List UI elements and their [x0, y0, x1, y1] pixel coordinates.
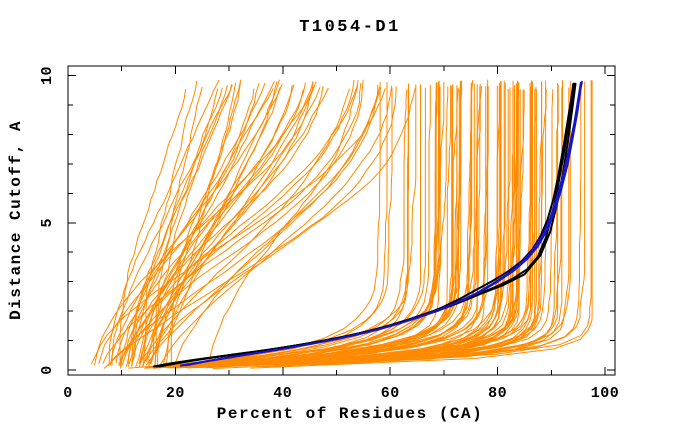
- gdt-curve-model-black-2: [155, 82, 576, 368]
- x-tick-label: 20: [166, 385, 185, 402]
- tick-labels-group: 0 20 40 60 80 100 0 5 10: [39, 66, 619, 402]
- gdt-curve-orange: [389, 80, 563, 362]
- gdt-curve-orange: [141, 87, 416, 368]
- gdt-curve-orange: [115, 82, 306, 364]
- gdt-curve-orange: [319, 81, 543, 364]
- x-tick-label: 100: [591, 385, 620, 402]
- gdt-curve-orange: [247, 89, 460, 364]
- gdt-curve-orange: [138, 88, 350, 367]
- chart-title: T1054-D1: [299, 18, 401, 37]
- x-axis-label: Percent of Residues (CA): [217, 405, 483, 423]
- gdt-curve-orange: [205, 81, 533, 369]
- gdt-curve-model-blue-2: [185, 81, 583, 367]
- gdt-curve-orange: [238, 84, 478, 363]
- x-tick-label: 40: [273, 385, 292, 402]
- gdt-curve-orange: [236, 80, 462, 364]
- gdt-curve-orange: [174, 86, 489, 369]
- y-tick-label: 0: [39, 365, 56, 375]
- gdt-curve-orange: [139, 81, 314, 364]
- gdt-curve-orange: [122, 79, 355, 366]
- y-tick-label: 10: [39, 66, 56, 85]
- gdt-curve-orange: [91, 88, 386, 365]
- y-axis-label: Distance Cutoff, A: [7, 120, 25, 320]
- gdt-curve-orange: [150, 87, 393, 368]
- gdt-curve-orange: [309, 81, 586, 365]
- x-tick-label: 80: [488, 385, 507, 402]
- gdt-curve-orange: [102, 82, 362, 364]
- gdt-curve-orange: [118, 79, 364, 365]
- gdt-curve-orange: [350, 84, 559, 364]
- gdt-curve-orange: [142, 80, 198, 367]
- gdt-curve-orange: [153, 85, 452, 369]
- gdt-curve-orange: [108, 80, 220, 366]
- gdt-curve-orange: [119, 84, 359, 367]
- gdt-curve-orange: [128, 80, 440, 369]
- gdt-curve-orange: [143, 81, 317, 364]
- gdt-curve-orange: [266, 80, 502, 366]
- gdt-curve-orange: [198, 83, 475, 367]
- gdt-curve-orange: [260, 89, 521, 366]
- gdt-curve-orange: [274, 88, 533, 367]
- ensemble-curves-group: [91, 79, 593, 369]
- gdt-curve-orange: [207, 82, 437, 365]
- gdt-curve-orange: [166, 79, 242, 364]
- gdt-curve-orange: [154, 84, 283, 366]
- y-tick-label: 5: [39, 218, 56, 228]
- highlight-curves-group: [152, 81, 583, 368]
- gdt-curve-orange: [128, 82, 266, 365]
- gdt-curve-orange: [185, 84, 488, 368]
- gdt-curve-orange: [176, 81, 381, 367]
- gdt-curve-orange: [245, 81, 462, 363]
- plot-frame: [67, 65, 616, 376]
- gdt-curve-orange: [255, 86, 449, 363]
- gdt-curve-orange: [111, 84, 233, 366]
- gdt-curve-orange: [336, 81, 520, 364]
- gdt-curve-orange: [162, 81, 278, 368]
- gdt-curve-orange: [215, 83, 409, 366]
- gdt-curve-orange: [204, 79, 489, 367]
- gdt-curve-orange: [195, 89, 408, 364]
- gdt-curve-orange: [208, 80, 359, 365]
- gdt-curve-orange: [150, 85, 228, 364]
- gdt-curve-orange: [145, 84, 379, 366]
- gdt-curve-orange: [120, 86, 324, 368]
- gdt-curve-orange: [252, 80, 518, 367]
- gdt-curve-orange: [212, 87, 563, 369]
- axes-group: [67, 65, 616, 376]
- gdt-curve-orange: [250, 80, 593, 369]
- x-tick-label: 0: [63, 385, 73, 402]
- x-tick-label: 60: [381, 385, 400, 402]
- gdt-curve-orange: [110, 87, 281, 366]
- gdt-curve-orange: [208, 81, 388, 365]
- gdt-curve-orange: [159, 85, 393, 366]
- gdt-curve-orange: [119, 88, 187, 366]
- gdt-curve-orange: [215, 87, 511, 367]
- gdt-curve-orange: [227, 86, 487, 367]
- gdt-curve-orange: [94, 87, 321, 366]
- gdt-curve-orange: [138, 84, 295, 365]
- gdt-curve-orange: [144, 84, 431, 369]
- gdt-curve-orange: [146, 88, 329, 363]
- gdt-curve-orange: [240, 81, 473, 365]
- gdt-curve-orange: [236, 86, 532, 367]
- gdt-curve-orange: [139, 84, 293, 364]
- gdt-curve-orange: [131, 87, 223, 367]
- gdt-curve-orange: [312, 82, 559, 366]
- gdt-curve-orange: [183, 85, 498, 368]
- gdt-curve-orange: [135, 88, 255, 367]
- gdt-curve-orange: [271, 81, 582, 367]
- gdt-curve-orange: [267, 82, 506, 365]
- gdt-curve-orange: [130, 89, 304, 367]
- gdt-curve-orange: [330, 79, 592, 365]
